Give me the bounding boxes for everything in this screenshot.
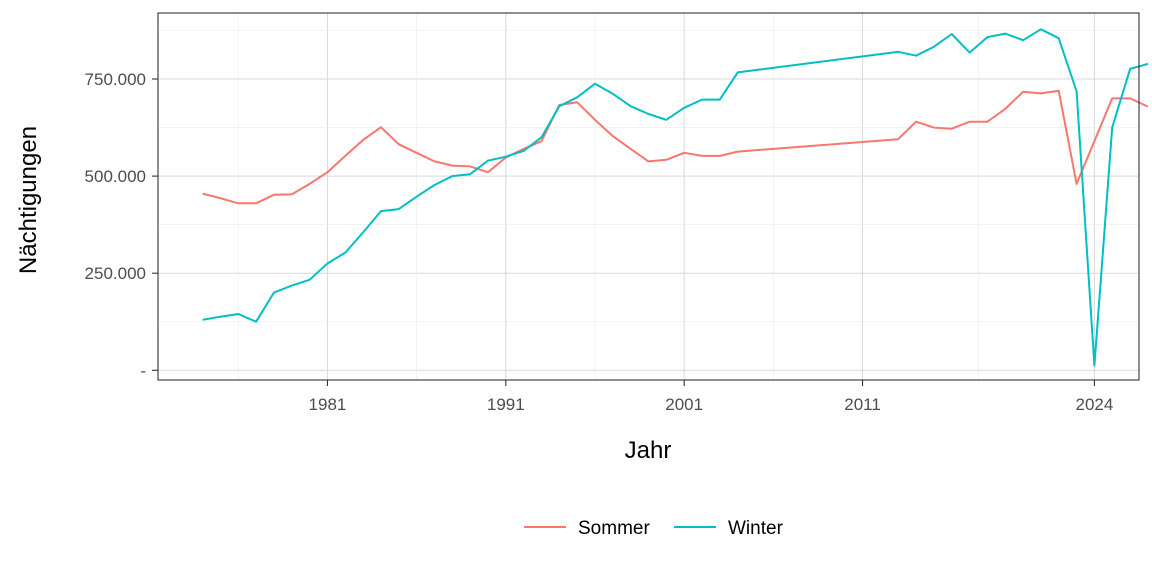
- x-tick-label: 1991: [487, 395, 525, 414]
- x-axis: 1981 1991 2001 2011 2024: [309, 380, 1113, 414]
- series-line-winter: [202, 28, 1149, 367]
- legend: Sommer Winter: [524, 518, 784, 539]
- x-tick-label: 1981: [309, 395, 347, 414]
- y-tick-label: 500.000: [85, 167, 146, 186]
- x-axis-title: Jahr: [625, 437, 672, 464]
- series-line-sommer: [202, 89, 1149, 205]
- y-tick-label: 750.000: [85, 70, 146, 89]
- x-tick-label: 2001: [665, 395, 703, 414]
- x-tick-label: 2024: [1075, 395, 1113, 414]
- legend-label-winter: Winter: [728, 518, 784, 539]
- x-tick-label: 2011: [844, 395, 881, 414]
- legend-label-sommer: Sommer: [578, 518, 650, 539]
- y-tick-label: 250.000: [85, 264, 146, 283]
- plot-panel-border: [157, 12, 1140, 381]
- y-axis: - 250.000 500.000 750.000: [85, 70, 158, 380]
- y-tick-label: -: [140, 361, 146, 380]
- y-axis-title: Nächtigungen: [15, 126, 42, 274]
- series-lines: [202, 28, 1149, 367]
